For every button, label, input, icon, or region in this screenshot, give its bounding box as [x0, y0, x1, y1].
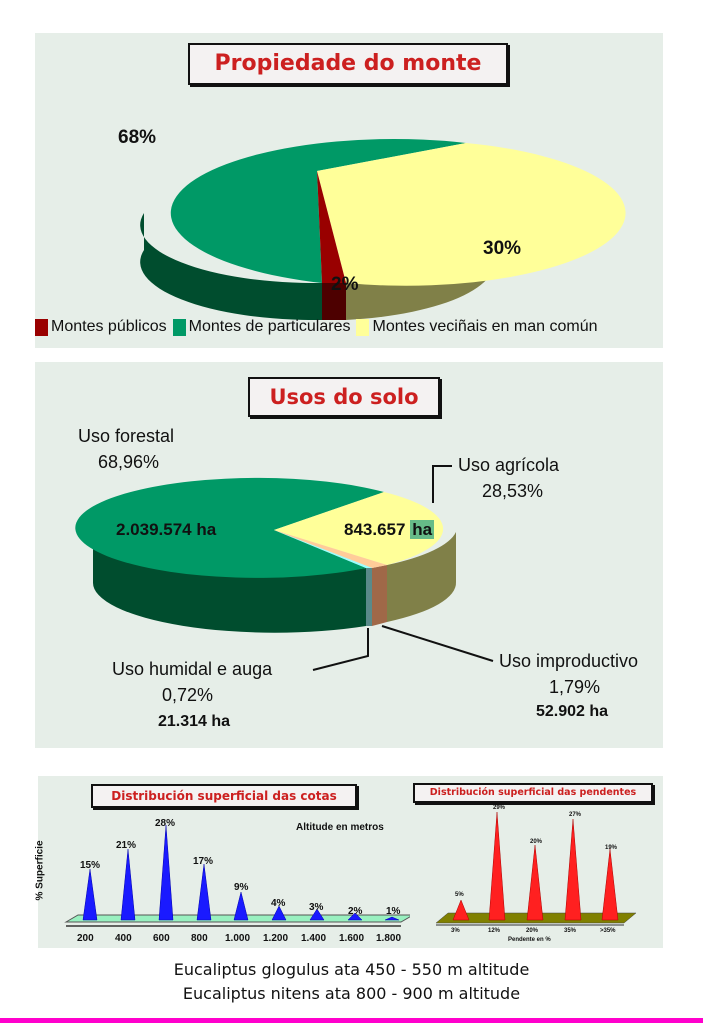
- pie1-yellow-slice: [317, 143, 626, 286]
- legend-swatch-communal: [356, 318, 370, 336]
- legend-swatch-private: [172, 318, 186, 336]
- humidal-name: Uso humidal e auga: [112, 659, 273, 679]
- altitude-label-1600: 2%: [348, 906, 363, 917]
- altitude-label-800: 17%: [193, 856, 214, 867]
- altitude-tick-400: 400: [115, 933, 132, 944]
- pie2-agri-side: [387, 532, 457, 622]
- altitude-label-1200: 4%: [271, 898, 286, 909]
- legend-item-private: Montes de particulares: [172, 318, 351, 336]
- humidal-ha: 21.314 ha: [158, 713, 231, 730]
- agricola-name: Uso agrícola: [458, 455, 560, 475]
- humidal-leader-line: [312, 628, 369, 671]
- improductivo-pct: 1,79%: [549, 677, 601, 697]
- altitude-tick-1200: 1.200: [263, 933, 289, 944]
- slope-label-20: 20%: [530, 839, 543, 845]
- land-use-pie-chart: [75, 465, 494, 671]
- altitude-tick-1600: 1.600: [339, 933, 365, 944]
- pie1-green-side: [140, 213, 322, 321]
- slope-cone-chart: [435, 811, 637, 926]
- agri-leader-line: [432, 465, 452, 503]
- slope-tick-20: 20%: [526, 928, 539, 934]
- agricola-ha: 843.657 ha: [344, 520, 435, 540]
- agricola-ha-unit: ha: [410, 520, 435, 539]
- improd-leader-line: [381, 625, 494, 662]
- altitude-tick-200: 200: [77, 933, 94, 944]
- ownership-title: Propiedade do monte: [188, 43, 508, 85]
- slope-title: Distribución superficial das pendentes: [413, 783, 653, 803]
- pie1-red-slice: [317, 171, 346, 283]
- slope-xlabel: Pendente en %: [508, 937, 551, 943]
- slope-label-12: 29%: [493, 805, 506, 811]
- altitude-label-1800: 1%: [386, 906, 401, 917]
- pie2-humidal-side: [366, 568, 372, 626]
- pie2-forest-side: [92, 532, 366, 633]
- altitude-cones: [82, 824, 400, 921]
- pie1-label-yellow: 30%: [483, 238, 522, 259]
- slope-tick-12: 12%: [488, 928, 501, 934]
- legend-item-communal: Montes veciñais en man común: [356, 318, 597, 336]
- agricola-ha-number: 843.657: [344, 520, 406, 539]
- pie2-forest-slice: [75, 477, 384, 578]
- pie1-yellow-side: [346, 213, 495, 320]
- slope-label-3: 5%: [455, 892, 464, 898]
- altitude-tick-800: 800: [191, 933, 208, 944]
- improductivo-ha: 52.902 ha: [536, 703, 609, 720]
- legend-item-public: Montes públicos: [35, 318, 167, 336]
- altitude-title: Distribución superficial das cotas: [91, 784, 357, 808]
- caption-line-1: Eucaliptus glogulus ata 450 - 550 m alti…: [173, 960, 530, 979]
- ownership-legend: Montes públicos Montes de particulares M…: [35, 318, 603, 336]
- forestal-pct: 68,96%: [98, 452, 160, 472]
- caption-line-2: Eucaliptus nitens ata 800 - 900 m altitu…: [182, 984, 521, 1003]
- altitude-tick-1400: 1.400: [301, 933, 327, 944]
- slope-tick-3: 3%: [451, 928, 460, 934]
- altitude-tick-1800: 1.800: [376, 933, 402, 944]
- slope-tick-gt35: >35%: [600, 928, 616, 934]
- bottom-rule: [0, 1018, 703, 1023]
- ownership-pie-chart: [140, 139, 626, 321]
- slope-label-35: 27%: [569, 812, 582, 818]
- pie2-improd-side: [372, 565, 387, 626]
- slope-cones: [452, 811, 619, 921]
- legend-label-private: Montes de particulares: [188, 318, 351, 335]
- humidal-pct: 0,72%: [162, 685, 214, 705]
- altitude-tick-600: 600: [153, 933, 170, 944]
- pie1-red-side: [322, 283, 346, 320]
- altitude-cone-chart: [64, 824, 415, 927]
- pie1-green-slice: [170, 139, 466, 283]
- agricola-pct: 28,53%: [482, 481, 544, 501]
- altitude-label-600: 28%: [155, 818, 176, 829]
- altitude-label-400: 21%: [116, 840, 137, 851]
- slope-tick-35: 35%: [564, 928, 577, 934]
- legend-label-public: Montes públicos: [51, 318, 167, 335]
- forestal-name: Uso forestal: [78, 426, 175, 446]
- slope-label-gt35: 19%: [605, 845, 618, 851]
- forestal-ha: 2.039.574 ha: [116, 520, 217, 539]
- land-use-title: Usos do solo: [248, 377, 440, 417]
- altitude-tick-1000: 1.000: [225, 933, 251, 944]
- pie2-agri-slice: [274, 492, 444, 565]
- altitude-xlabel: Altitude en metros: [296, 822, 384, 833]
- pie1-label-red: 2%: [331, 274, 359, 295]
- legend-label-communal: Montes veciñais en man común: [372, 318, 598, 335]
- pie1-label-green: 68%: [118, 127, 157, 148]
- altitude-label-200: 15%: [80, 860, 101, 871]
- pie2-humidal-slice: [274, 530, 372, 568]
- altitude-label-1400: 3%: [309, 902, 324, 913]
- pie2-improd-slice: [274, 530, 387, 568]
- improductivo-name: Uso improductivo: [499, 651, 639, 671]
- altitude-label-1000: 9%: [234, 882, 249, 893]
- legend-swatch-public: [35, 318, 48, 336]
